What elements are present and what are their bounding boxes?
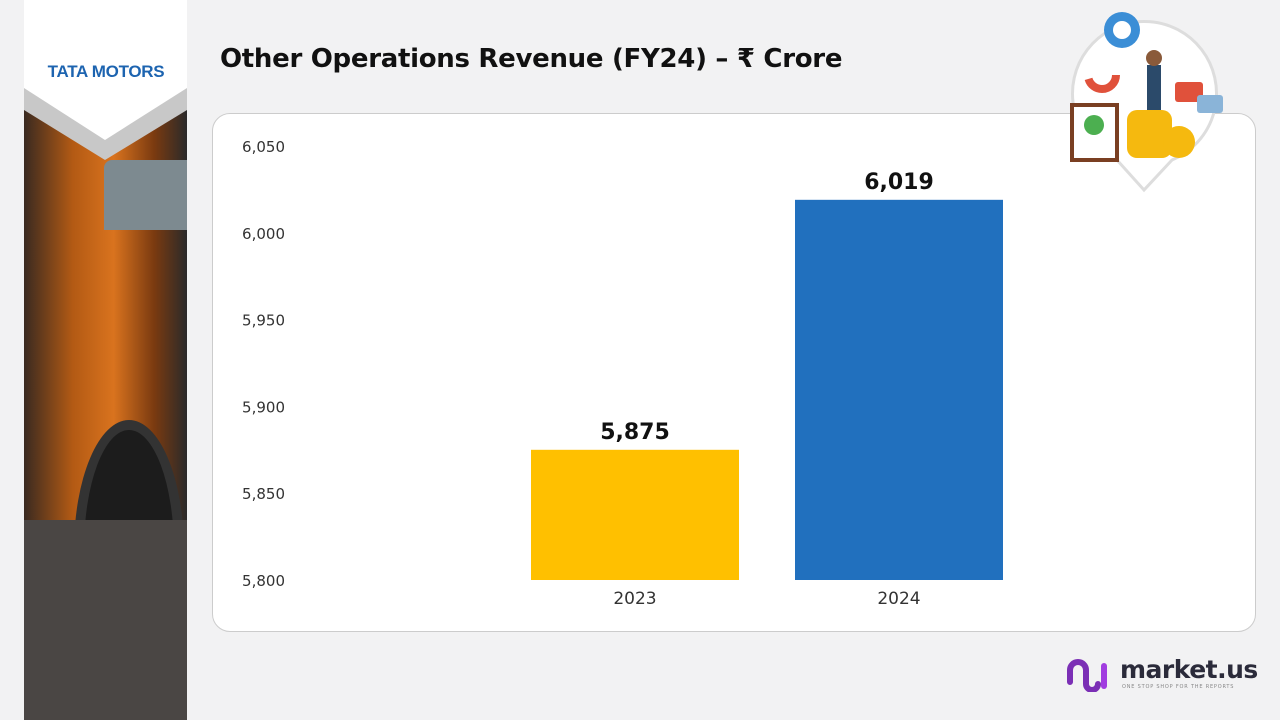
y-tick-label: 6,050 bbox=[242, 138, 285, 156]
page-title: Other Operations Revenue (FY24) – ₹ Cror… bbox=[220, 44, 843, 74]
y-tick-label: 5,950 bbox=[242, 312, 285, 330]
x-tick-label: 2023 bbox=[613, 589, 656, 609]
market-us-tagline: ONE STOP SHOP FOR THE REPORTS bbox=[1122, 684, 1235, 690]
market-us-wordmark: market.us bbox=[1120, 655, 1258, 684]
chart-card: 5,800 5,850 5,900 5,950 6,000 6,050 5,875 2023 6… bbox=[212, 113, 1256, 632]
data-label: 6,019 bbox=[864, 170, 934, 195]
tata-motors-logo: TATA MOTORS bbox=[24, 0, 187, 165]
y-tick-label: 6,000 bbox=[242, 225, 285, 243]
x-tick-label: 2024 bbox=[877, 589, 920, 609]
bar-2023 bbox=[531, 449, 739, 580]
y-tick-label: 5,800 bbox=[242, 572, 285, 590]
bar-2024 bbox=[795, 199, 1003, 580]
bar-chart: 5,800 5,850 5,900 5,950 6,000 6,050 5,875 2023 6… bbox=[242, 138, 1003, 609]
data-label: 5,875 bbox=[600, 420, 670, 445]
y-tick-label: 5,900 bbox=[242, 398, 285, 416]
market-us-logo-icon bbox=[1067, 659, 1107, 692]
analytics-illustration-icon bbox=[1070, 12, 1223, 193]
logo-text: TATA MOTORS bbox=[47, 62, 165, 81]
y-tick-label: 5,850 bbox=[242, 485, 285, 503]
